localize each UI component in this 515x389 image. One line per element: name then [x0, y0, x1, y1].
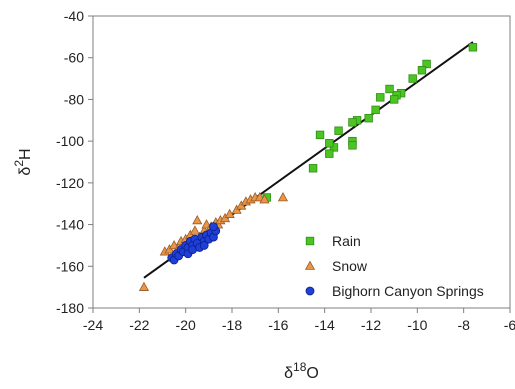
rain-point [348, 141, 357, 150]
snow-point [277, 192, 289, 202]
snow-point [189, 225, 201, 235]
plot-area-border [92, 15, 511, 309]
legend-label-rain: Rain [332, 233, 361, 249]
rain-point [389, 95, 399, 104]
y-tick-label: -80 [64, 91, 84, 107]
legend-marker-rain [305, 236, 315, 246]
y-tick-label: -180 [56, 300, 84, 316]
rain-point [422, 59, 431, 69]
rain-point [364, 114, 373, 123]
x-tick-label: -16 [268, 317, 288, 333]
y-tick-label: -40 [64, 8, 84, 24]
rain-point [325, 149, 334, 158]
snow-point [192, 214, 203, 225]
rain-point [417, 66, 427, 75]
rain-point [325, 139, 334, 148]
x-tick-label: -22 [129, 317, 149, 333]
x-tick-label: -12 [361, 317, 381, 333]
y-tick-label: -160 [56, 258, 84, 274]
legend-marker-snow [304, 260, 316, 270]
bighorn-canyon-springs-point [209, 222, 218, 232]
bighorn-canyon-springs-point [199, 241, 209, 250]
y-axis-label-base: δ [17, 167, 34, 176]
y-tick-label: -140 [56, 217, 84, 233]
rain-point [371, 105, 380, 115]
legend-marker-bighorn-canyon-springs [305, 286, 315, 296]
snow-point [259, 194, 270, 204]
x-tick-label: -10 [407, 317, 427, 333]
x-tick-label: -18 [222, 317, 242, 333]
rain-point [315, 130, 325, 140]
y-tick-label: -120 [56, 175, 84, 191]
x-tick-label: -8 [457, 317, 470, 333]
x-tick-label: -6 [504, 317, 515, 333]
y-tick-label: -100 [56, 133, 84, 149]
x-axis-label: δ18O [284, 360, 319, 382]
x-tick-label: -24 [83, 317, 103, 333]
legend-label-bighorn-canyon-springs: Bighorn Canyon Springs [332, 283, 484, 299]
rain-point [385, 84, 394, 94]
legend-label-snow: Snow [332, 258, 368, 274]
rain-point [468, 43, 478, 52]
x-axis-label-sup: 18 [293, 360, 307, 374]
y-axis-label-sup: 2 [12, 160, 26, 167]
rain-point [376, 93, 385, 102]
x-tick-label: -14 [315, 317, 335, 333]
rain-point [348, 118, 357, 127]
rain-point [308, 164, 318, 173]
x-axis-label-base: δ [284, 365, 293, 382]
y-tick-label: -60 [64, 50, 84, 66]
rain-point [334, 126, 343, 135]
rain-point [408, 74, 417, 83]
x-axis-label-rest: O [306, 365, 318, 382]
snow-point [138, 281, 150, 291]
y-axis-label: δ2H [12, 148, 34, 175]
y-axis-label-rest: H [17, 148, 34, 160]
x-tick-label: -20 [176, 317, 196, 333]
